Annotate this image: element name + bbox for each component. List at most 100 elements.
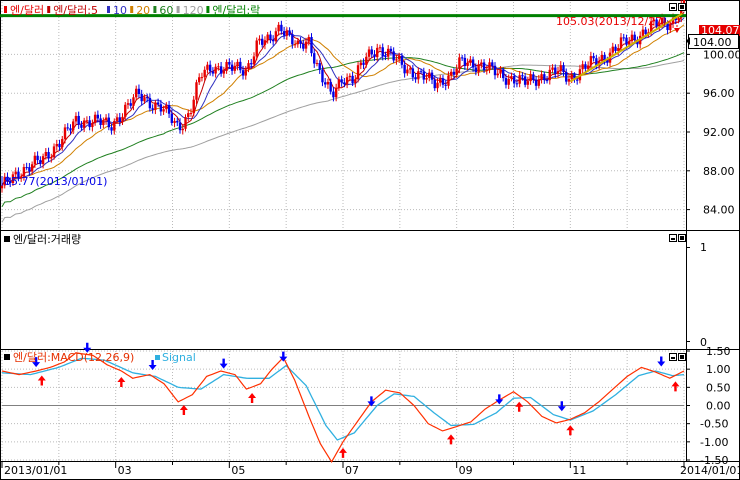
candle-body	[121, 116, 124, 122]
candle-body	[488, 62, 491, 70]
candle-body	[343, 82, 346, 85]
candle-body	[515, 83, 519, 85]
candle-body	[250, 63, 253, 65]
sell-arrow-icon	[657, 356, 666, 367]
candle-body	[304, 41, 308, 49]
sell-arrow-icon	[148, 359, 157, 370]
candle-body	[682, 0, 686, 5]
x-tick-label: 2014/01/01	[680, 464, 740, 477]
candle-body	[512, 76, 516, 84]
candle-body	[425, 77, 428, 80]
candle-body	[392, 51, 395, 61]
sell-arrow-icon	[279, 351, 288, 362]
candle-body	[359, 62, 363, 66]
candle-body	[526, 81, 530, 85]
candle-body	[567, 79, 571, 82]
price-legend-swatch-icon	[153, 6, 157, 13]
candle-body	[622, 37, 625, 39]
top-price-tag-label: 104.07	[701, 24, 740, 37]
candle-body	[663, 18, 667, 24]
candle-body	[345, 77, 349, 85]
candle-body	[66, 127, 69, 129]
candle-body	[406, 69, 409, 74]
candle-body	[126, 103, 130, 105]
sell-arrow-icon	[83, 342, 92, 353]
candle-body	[104, 117, 108, 121]
candle-body	[367, 49, 371, 57]
candle-body	[510, 76, 513, 79]
candle-body	[318, 63, 321, 70]
candle-body	[545, 80, 549, 82]
candle-body	[348, 75, 352, 78]
last-price-tag-label: 104.00	[693, 36, 732, 49]
candle-body	[677, 17, 680, 21]
candle-body	[162, 109, 165, 112]
macd-signal-arrows	[32, 342, 680, 458]
candle-body	[96, 114, 100, 119]
candle-body	[666, 23, 669, 31]
candle-body	[417, 71, 420, 80]
minimize-glyph	[671, 238, 675, 240]
buy-arrow-icon	[566, 425, 575, 436]
candle-body	[313, 53, 316, 64]
candle-body	[288, 30, 291, 35]
candle-body	[644, 29, 647, 34]
candle-body	[384, 56, 387, 58]
candle-body	[291, 34, 294, 45]
candle-body	[151, 108, 154, 110]
candle-body	[299, 40, 302, 44]
buy-arrow-icon	[179, 404, 188, 415]
candle-body	[529, 74, 532, 82]
macd-y-tick-label: 1.50	[706, 345, 731, 358]
macd-legend-swatch-icon	[4, 354, 10, 360]
candle-body	[200, 77, 204, 79]
candle-body	[373, 54, 376, 58]
candle-body	[124, 104, 127, 117]
candle-body	[652, 19, 656, 22]
close-glyph	[680, 236, 684, 240]
candle-body	[554, 67, 557, 74]
sell-arrow-icon	[367, 396, 376, 407]
minimize-glyph	[671, 357, 675, 359]
candle-body	[214, 66, 217, 74]
candle-body	[619, 37, 623, 49]
candle-body	[540, 74, 543, 80]
price-legend-swatch-icon	[130, 6, 134, 13]
candle-body	[480, 62, 483, 65]
candle-body	[165, 105, 168, 110]
candle-body	[269, 34, 272, 40]
candle-body	[244, 69, 247, 76]
candle-body	[236, 61, 239, 67]
minimize-glyph	[671, 7, 675, 9]
macd-y-axis: 1.50 1.00 0.50 0.00 -0.50 -1.00 -1.50	[686, 345, 731, 467]
candle-body	[441, 78, 445, 85]
candle-body	[208, 64, 212, 72]
candle-body	[452, 71, 456, 75]
candle-body	[471, 59, 475, 68]
candle-body	[198, 77, 201, 83]
price-legend-item: 엔/달러:5	[53, 4, 98, 17]
candle-body	[337, 79, 341, 88]
x-tick-label: 05	[231, 464, 245, 477]
candle-body	[230, 64, 234, 71]
candle-body	[649, 21, 653, 33]
macd-legend: 엔/달러:MACD(12,26,9)	[13, 351, 134, 364]
candle-body	[381, 47, 384, 57]
candle-body	[233, 66, 237, 71]
candle-body	[455, 68, 458, 75]
candle-body	[258, 38, 261, 41]
candle-body	[219, 66, 223, 74]
candle-body	[482, 62, 486, 71]
candle-body	[628, 41, 631, 45]
candle-body	[211, 71, 215, 74]
candle-body	[247, 63, 250, 70]
candle-body	[395, 59, 398, 61]
candle-body	[74, 115, 78, 122]
candle-body	[611, 46, 614, 53]
price-y-tick-label: 84.00	[703, 204, 735, 217]
candle-body	[422, 71, 425, 80]
price-legend-swatch-icon	[4, 6, 7, 13]
signal-line	[1, 357, 685, 441]
candle-body	[9, 181, 12, 184]
candle-body	[80, 124, 83, 128]
